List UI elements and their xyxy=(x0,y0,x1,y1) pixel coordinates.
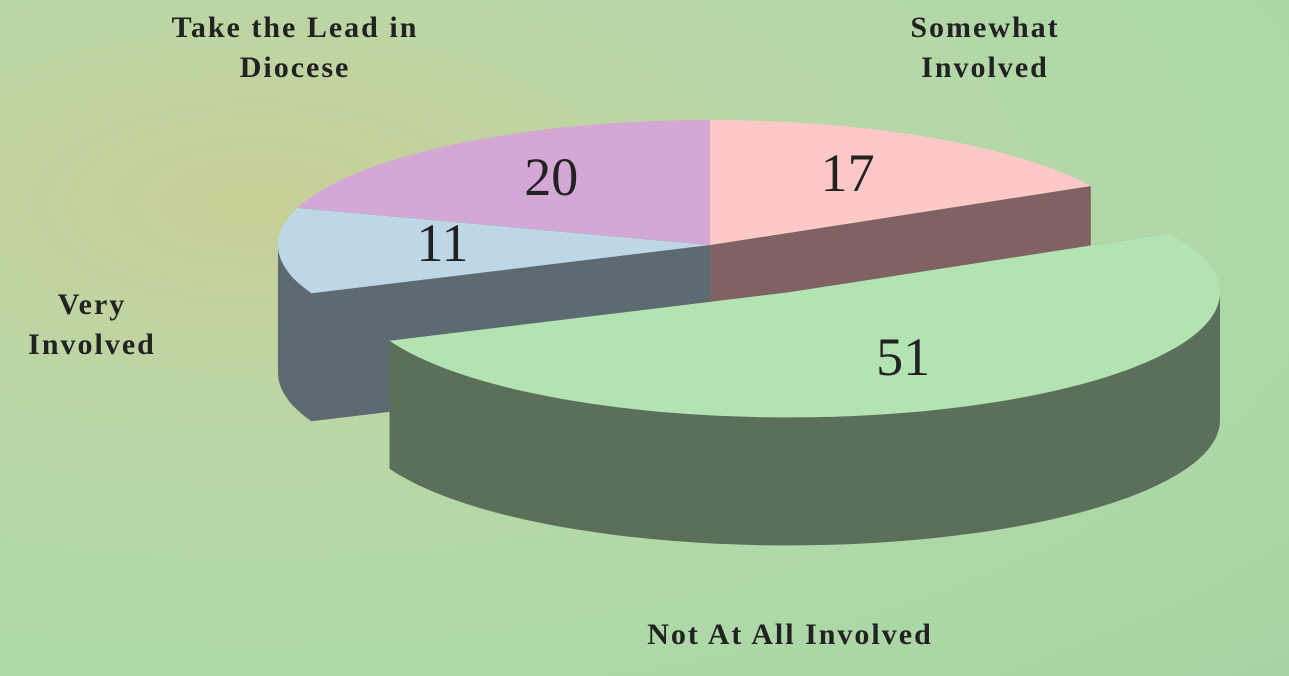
slice-group xyxy=(389,233,1220,546)
category-label: Not At All Involved xyxy=(647,618,933,651)
slice xyxy=(297,120,710,245)
value-label: 11 xyxy=(416,213,468,273)
category-label: Take the Lead in Diocese xyxy=(171,11,419,84)
slice-side xyxy=(278,245,312,422)
slice xyxy=(278,207,710,294)
category-label: Somewhat Involved xyxy=(910,11,1060,84)
value-label: 51 xyxy=(876,327,930,387)
value-label: 17 xyxy=(821,143,875,203)
value-label: 20 xyxy=(524,147,578,207)
slice-side xyxy=(389,292,1220,546)
slice xyxy=(710,120,1091,245)
slice xyxy=(389,233,1220,418)
category-label: Very Involved xyxy=(28,288,156,361)
